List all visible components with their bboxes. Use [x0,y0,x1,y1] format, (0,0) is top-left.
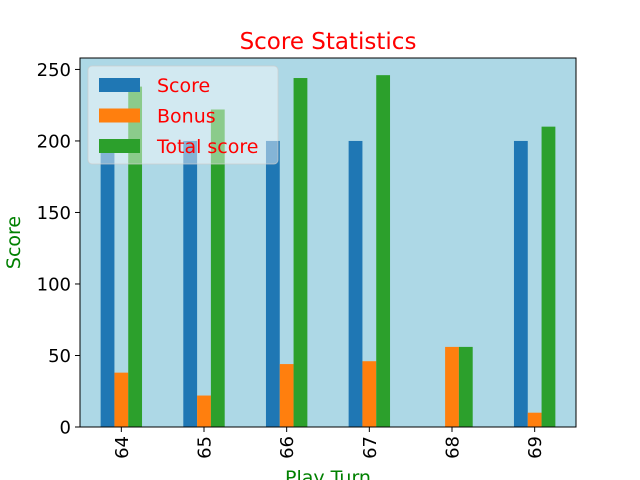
bar-score-67 [348,140,363,427]
y-tick-label: 50 [48,346,71,367]
bar-total-score-67 [376,75,391,428]
x-tick-label: 65 [195,436,216,459]
x-tick-label: 69 [525,436,546,459]
bars-group [100,75,556,428]
bar-score-69 [513,140,528,427]
bar-bonus-64 [114,372,129,427]
bar-bonus-65 [197,395,211,427]
x-tick-label: 67 [360,436,381,459]
bar-total-score-69 [541,126,556,428]
legend-swatch [99,78,140,92]
bar-total-score-68 [458,346,473,427]
y-tick-label: 250 [37,60,71,81]
bar-total-score-65 [210,109,225,427]
legend: Score Bonus Total score [87,65,279,165]
legend-label: Score [157,75,210,97]
bar-bonus-69 [527,412,542,427]
y-tick-label: 0 [60,418,71,439]
bar-score-64 [100,140,115,427]
bar-bonus-68 [445,346,459,427]
x-axis-label: Play Turn [285,467,371,480]
legend-label: Total score [156,136,258,158]
bar-total-score-66 [293,78,308,427]
y-axis-label: Score [3,216,25,269]
x-tick-label: 68 [443,436,464,459]
chart-title: Score Statistics [240,29,417,55]
x-tick-label: 64 [112,436,133,459]
bar-bonus-67 [362,361,377,427]
legend-swatch [99,139,140,153]
bar-score-65 [183,140,198,427]
y-tick-label: 200 [37,131,71,152]
axes-group: 0 50 100 150 200 250 64 65 66 67 68 69 [37,57,577,459]
bar-score-66 [265,140,280,427]
x-tick-label: 66 [277,436,298,459]
legend-label: Bonus [157,106,216,128]
legend-swatch [99,108,140,123]
bar-bonus-66 [279,364,294,427]
plot-background [80,58,576,427]
y-tick-label: 150 [37,203,71,224]
bar-total-score-64 [128,86,143,428]
y-tick-label: 100 [37,274,71,295]
axes-frame [79,57,577,428]
